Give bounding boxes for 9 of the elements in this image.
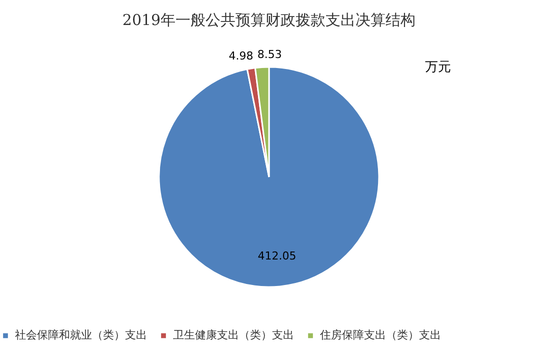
data-label: 412.05: [258, 250, 296, 263]
legend-label: 社会保障和就业（类）支出: [15, 328, 147, 342]
chart-title: 2019年一般公共预算财政拨款支出决算结构: [122, 11, 416, 29]
data-label: 8.53: [257, 48, 282, 62]
pie-slice: [158, 66, 380, 288]
legend-label: 卫生健康支出（类）支出: [173, 328, 294, 342]
legend-label: 住房保障支出（类）支出: [320, 328, 441, 342]
data-label: 4.98: [228, 50, 254, 63]
text: 万元: [425, 60, 451, 75]
